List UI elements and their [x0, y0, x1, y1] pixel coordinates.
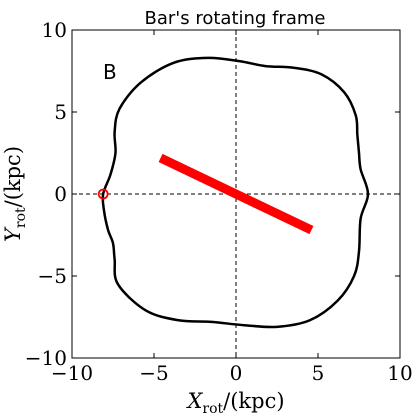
y-tick-label: 10	[42, 18, 67, 42]
plot-area: B	[71, 29, 401, 359]
x-tick-label: −5	[139, 361, 168, 385]
orbit-curve	[101, 56, 370, 329]
bar-segment	[158, 153, 314, 235]
x-axis-label-main: X	[185, 389, 203, 413]
chart-title: Bar's rotating frame	[145, 8, 326, 29]
x-tick-label: 5	[312, 361, 325, 385]
y-tick-label: −5	[38, 264, 67, 288]
y-axis-label: Yrot/(kpc)	[1, 146, 29, 242]
y-tick-label: −10	[25, 346, 67, 370]
y-tick-label: 0	[54, 182, 67, 206]
x-axis-label-sub: rot	[202, 401, 223, 415]
panel-label: B	[103, 60, 117, 84]
y-axis-ticks: −10 −5 0 5 10	[25, 18, 400, 370]
x-tick-label: 10	[387, 361, 412, 385]
y-axis-label-rest: /(kpc)	[1, 146, 25, 207]
x-tick-label: 0	[230, 361, 243, 385]
y-axis-label-main: Y	[1, 226, 25, 242]
start-marker	[97, 188, 109, 200]
y-tick-label: 5	[54, 100, 67, 124]
x-axis-ticks: −10 −5 0 5 10	[51, 30, 413, 385]
y-axis-label-sub: rot	[13, 207, 29, 228]
x-axis-label: Xrot/(kpc)	[185, 389, 284, 415]
x-axis-label-rest: /(kpc)	[223, 389, 284, 413]
x-tick-label: −10	[51, 361, 93, 385]
